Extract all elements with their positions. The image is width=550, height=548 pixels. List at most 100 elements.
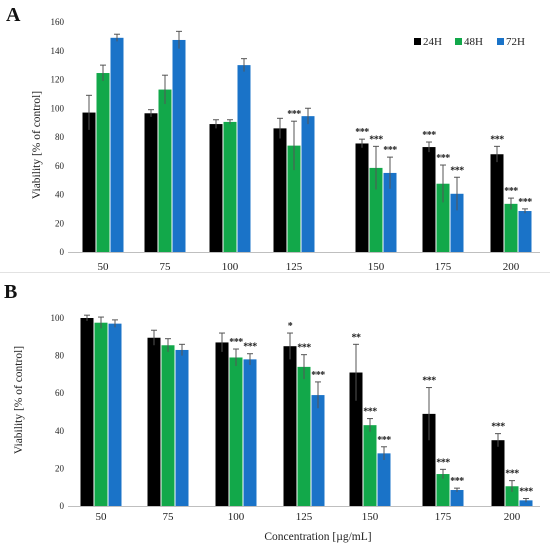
y-tick-label: 0 (60, 247, 65, 257)
significance-mark: *** (377, 435, 391, 446)
panel-b-y-axis-title: Viability [% of control] (13, 346, 25, 454)
significance-mark: *** (436, 153, 450, 164)
bar-72h (450, 193, 464, 252)
bar-48h (96, 73, 110, 252)
x-tick-label: 125 (296, 511, 313, 523)
bar-72h (110, 37, 124, 252)
x-tick-label: 150 (368, 261, 385, 273)
bar-72h (172, 39, 186, 252)
bar-series-2 (519, 500, 533, 506)
significance-mark: *** (436, 457, 450, 468)
panel-a-bars (82, 37, 532, 252)
significance-mark: *** (519, 486, 533, 497)
significance-mark: *** (383, 145, 397, 156)
y-tick-label: 0 (60, 501, 65, 511)
y-tick-label: 140 (51, 46, 65, 56)
legend-label-72h: 72H (506, 36, 525, 48)
panel-a-y-axis-title: Viability [% of control] (31, 91, 43, 199)
bar-72h (518, 211, 532, 252)
bar-series-2 (377, 453, 391, 506)
y-tick-label: 40 (55, 426, 65, 436)
bar-series-2 (108, 323, 122, 506)
legend-swatch-72h (497, 38, 504, 45)
significance-mark: *** (504, 186, 518, 197)
panel-a: A Viability [% of control] 0 20 40 60 80 100 1… (6, 4, 540, 273)
bar-series-0 (147, 337, 161, 506)
significance-mark: *** (243, 342, 257, 353)
significance-mark: *** (369, 134, 383, 145)
bar-series-1 (297, 366, 311, 506)
x-tick-label: 75 (160, 261, 172, 273)
bar-24h (273, 128, 287, 252)
x-tick-label: 50 (98, 261, 110, 273)
bar-24h (82, 112, 96, 252)
significance-mark: *** (422, 376, 436, 387)
x-tick-label: 150 (362, 511, 379, 523)
bar-series-0 (422, 413, 436, 506)
x-tick-label: 100 (228, 511, 245, 523)
x-tick-label: 75 (163, 511, 175, 523)
bar-72h (237, 65, 251, 252)
significance-mark: *** (422, 130, 436, 141)
significance-mark: *** (311, 370, 325, 381)
y-tick-label: 80 (55, 351, 65, 361)
y-tick-label: 40 (55, 190, 65, 200)
bar-series-0 (491, 440, 505, 506)
x-tick-label: 200 (504, 511, 521, 523)
bar-series-1 (436, 474, 450, 506)
y-tick-label: 120 (51, 75, 65, 85)
y-tick-label: 80 (55, 132, 65, 142)
bar-48h (436, 183, 450, 252)
bar-48h (369, 167, 383, 252)
legend-swatch-48h (455, 38, 462, 45)
bar-48h (158, 89, 172, 252)
significance-mark: *** (518, 197, 532, 208)
panel-b-y-ticks: 0 20 40 60 80 100 (51, 313, 540, 511)
bar-series-0 (283, 346, 297, 506)
significance-mark: *** (297, 343, 311, 354)
bar-48h (287, 145, 301, 252)
significance-mark: *** (287, 109, 301, 120)
significance-mark: *** (355, 127, 369, 138)
bar-series-1 (94, 322, 108, 506)
y-tick-label: 60 (55, 161, 65, 171)
y-tick-label: 100 (51, 313, 65, 323)
significance-mark: * (288, 321, 293, 332)
panel-a-x-ticks: 50 75 100 125 150 175 200 (98, 261, 520, 273)
panel-a-error-bars (86, 30, 528, 214)
significance-mark: *** (490, 134, 504, 145)
bar-48h (504, 203, 518, 252)
legend-label-24h: 24H (423, 36, 442, 48)
bar-series-2 (243, 359, 257, 506)
bar-24h (355, 143, 369, 252)
panel-b-significance-marks: *** ************************************ (229, 321, 534, 497)
bar-48h (223, 121, 237, 252)
panel-b-x-ticks: 50 75 100 125 150 175 200 (96, 511, 521, 523)
bar-series-0 (349, 372, 363, 506)
bar-series-2 (450, 490, 464, 506)
bar-series-0 (80, 318, 94, 506)
significance-mark: *** (450, 476, 464, 487)
panel-b: B Viability [% of control] Concentration… (4, 281, 540, 543)
bar-series-1 (229, 357, 243, 506)
bar-72h (301, 116, 315, 252)
bar-series-1 (363, 425, 377, 506)
bar-series-1 (161, 345, 175, 506)
panel-a-label: A (6, 4, 21, 26)
legend-swatch-24h (414, 38, 421, 45)
significance-mark: *** (450, 165, 464, 176)
x-tick-label: 125 (286, 261, 303, 273)
panel-b-x-axis-title: Concentration [µg/mL] (264, 531, 371, 543)
y-tick-label: 160 (51, 17, 65, 27)
bar-24h (490, 154, 504, 252)
x-tick-label: 175 (435, 261, 452, 273)
y-tick-label: 60 (55, 388, 65, 398)
significance-mark: *** (491, 422, 505, 433)
bar-series-1 (505, 486, 519, 506)
bar-series-0 (215, 342, 229, 506)
significance-mark: *** (229, 337, 243, 348)
panel-b-label: B (4, 281, 17, 303)
x-tick-label: 200 (503, 261, 520, 273)
y-tick-label: 20 (55, 463, 65, 473)
